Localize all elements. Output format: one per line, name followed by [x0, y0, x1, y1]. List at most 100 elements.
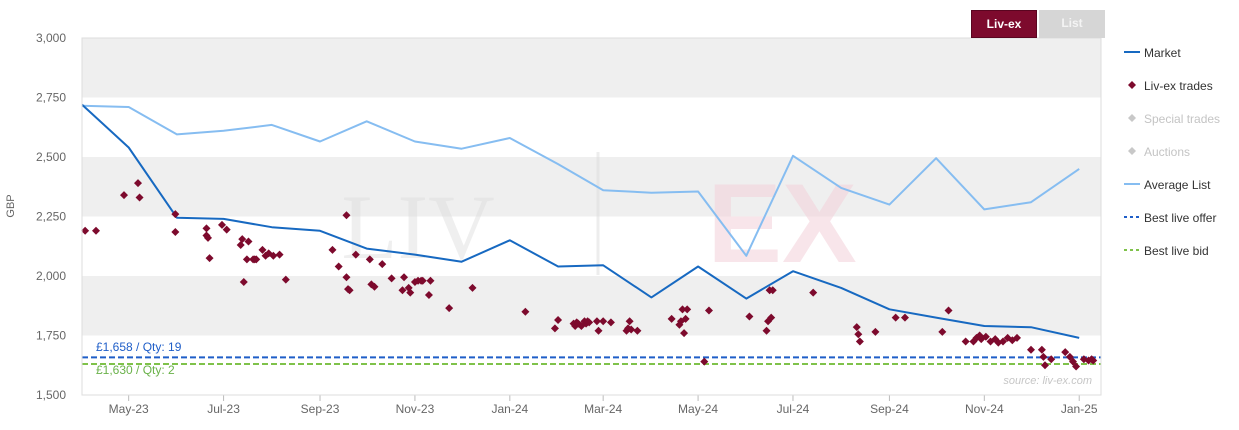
x-tick-label: Jan-24 [491, 402, 528, 416]
trade-point [351, 250, 360, 259]
trade-point [521, 307, 530, 316]
trade-point [468, 283, 477, 292]
y-axis: 1,500 1,750 2,000 2,250 2,500 2,750 3,000 [36, 31, 66, 402]
legend-item-auctions[interactable]: Auctions [1144, 145, 1190, 159]
trade-point [1089, 356, 1098, 365]
trade-point [891, 313, 900, 322]
trade-point [242, 255, 251, 264]
trade-point [239, 277, 248, 286]
trade-point [218, 220, 227, 229]
trade-point [762, 326, 771, 335]
y-tick-label: 1,750 [36, 329, 66, 343]
trade-point [387, 274, 396, 283]
x-tick-label: Sep-23 [301, 402, 340, 416]
trade-point [852, 323, 861, 332]
trade-point [599, 317, 608, 326]
x-tick-label: Mar-24 [584, 402, 622, 416]
trade-point [1047, 355, 1056, 364]
trade-point [222, 225, 231, 234]
trade-point [998, 337, 1007, 346]
trade-point [258, 245, 267, 254]
trade-point [365, 255, 374, 264]
legend-item-best-live-bid[interactable]: Best live bid [1144, 244, 1209, 258]
legend-item-market[interactable]: Market [1144, 46, 1181, 60]
trade-point [236, 241, 245, 250]
legend-symbol-special-trades [1128, 114, 1136, 122]
trade-point [398, 286, 407, 295]
chart-legend: Market Liv-ex trades Special trades Auction… [1124, 46, 1220, 258]
trade-point [244, 237, 253, 246]
x-tick-label: May-23 [109, 402, 149, 416]
trade-point [627, 325, 636, 334]
trade-point [1040, 361, 1049, 370]
trade-point [633, 326, 642, 335]
trade-point [120, 191, 129, 200]
trade-point [944, 306, 953, 315]
trade-point [269, 251, 278, 260]
trade-point [345, 286, 354, 295]
plot-band [82, 157, 1101, 217]
legend-item-liv-ex-trades[interactable]: Liv-ex trades [1144, 79, 1213, 93]
y-tick-label: 2,000 [36, 269, 66, 283]
trade-point [1039, 352, 1048, 361]
trade-point [854, 330, 863, 339]
trade-point [1012, 333, 1021, 342]
offer-label: £1,658 / Qty: 19 [96, 340, 182, 354]
trade-point [1026, 345, 1035, 354]
trade-point [1037, 345, 1046, 354]
trade-point [134, 179, 143, 188]
plot-bands [82, 38, 1101, 336]
x-tick-label: Jan-25 [1061, 402, 1098, 416]
watermark-left: LIV [341, 176, 494, 278]
y-axis-label: GBP [5, 194, 17, 217]
trade-point [202, 224, 211, 233]
trade-point [334, 262, 343, 271]
trade-point [667, 314, 676, 323]
x-tick-label: Sep-24 [870, 402, 909, 416]
trade-point [275, 250, 284, 259]
trade-point [592, 317, 601, 326]
x-tick-label: Nov-24 [965, 402, 1004, 416]
market-line [81, 103, 1080, 339]
trade-point [328, 245, 337, 254]
trade-point [855, 337, 864, 346]
livex-trades-series [81, 179, 1098, 371]
trade-point [681, 314, 690, 323]
legend-item-special-trades[interactable]: Special trades [1144, 112, 1220, 126]
x-tick-label: May-24 [678, 402, 718, 416]
trade-point [342, 273, 351, 282]
tab-livex[interactable]: Liv-ex [971, 10, 1037, 38]
source-note: source: liv-ex.com [1003, 375, 1092, 387]
trade-point [871, 327, 880, 336]
trade-point [704, 306, 713, 315]
trade-point [683, 305, 692, 314]
bid-label: £1,630 / Qty: 2 [96, 363, 175, 377]
legend-symbol-liv-ex-trades [1128, 81, 1136, 89]
trade-point [281, 275, 290, 284]
x-tick-label: Jul-24 [777, 402, 810, 416]
x-axis: May-23 Jul-23 Sep-23 Nov-23 Jan-24 Mar-24 May-… [109, 395, 1098, 416]
plot-border [81, 37, 1102, 396]
average-list-series [81, 104, 1080, 257]
trade-point [445, 304, 454, 313]
trade-point [406, 288, 415, 297]
y-tick-label: 3,000 [36, 31, 66, 45]
tab-list[interactable]: List [1039, 10, 1105, 38]
y-tick-label: 2,750 [36, 91, 66, 105]
trade-point [767, 313, 776, 322]
trade-point [370, 282, 379, 291]
trade-point [81, 226, 90, 235]
reference-lines [82, 356, 1101, 366]
legend-item-average-list[interactable]: Average List [1144, 178, 1211, 192]
market-series [81, 103, 1080, 339]
trade-point [92, 226, 101, 235]
x-tick-label: Nov-23 [396, 402, 435, 416]
legend-item-best-live-offer[interactable]: Best live offer [1144, 211, 1216, 225]
trade-point [594, 326, 603, 335]
y-tick-label: 1,500 [36, 388, 66, 402]
plot-band [82, 276, 1101, 336]
trade-point [550, 324, 559, 333]
trade-point [585, 318, 594, 327]
trade-point [554, 316, 563, 325]
